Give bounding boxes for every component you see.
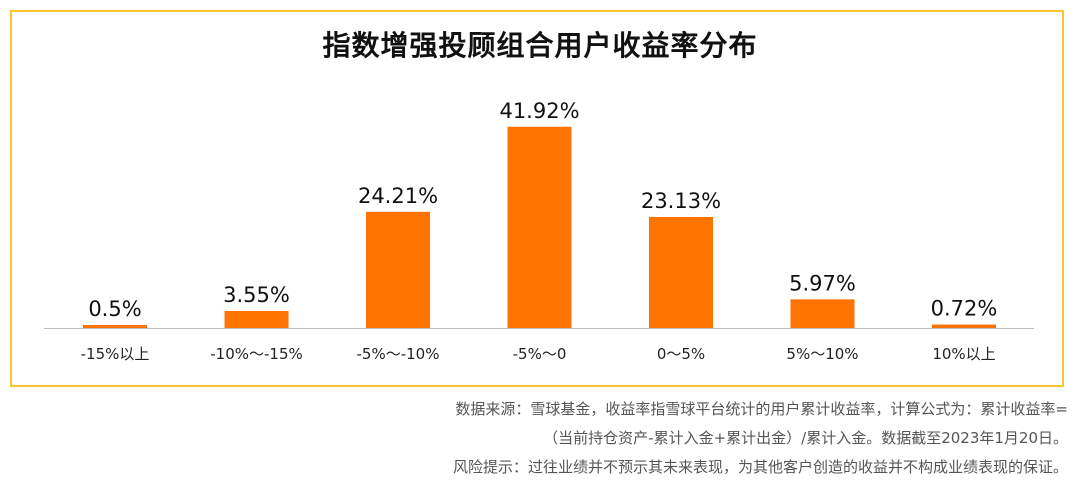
data-label-0: 0.5% [88,297,141,321]
bar-3 [507,126,572,328]
x-tick-label-2: -5%～-10% [357,345,440,363]
x-tick-label-4: 0～5% [657,345,705,363]
bar-5 [790,299,855,328]
bar-1 [224,310,289,328]
x-tick-label-1: -10%～-15% [210,345,303,363]
chart-title: 指数增强投顾组合用户收益率分布 [322,29,758,62]
chart-frame [10,10,1064,387]
data-label-6: 0.72% [931,297,998,321]
formula-note: （当前持仓资产-累计入金+累计出金）/累计入金。数据截至2023年1月20日。 [543,429,1068,447]
bar-6 [932,324,996,328]
data-label-2: 24.21% [358,184,438,208]
x-tick-label-0: -15%以上 [81,345,150,363]
x-tick-label-5: 5%～10% [786,345,858,363]
x-tick-label-3: -5%～0 [513,345,567,363]
data-label-5: 5.97% [789,271,856,295]
data-label-3: 41.92% [499,99,579,123]
source-note: 数据来源：雪球基金，收益率指雪球平台统计的用户累计收益率，计算公式为：累计收益率… [455,400,1068,418]
data-label-1: 3.55% [223,283,290,307]
x-tick-label-6: 10%以上 [932,345,995,363]
risk-disclaimer: 风险提示：过往业绩并不预示其未来表现，为其他客户创造的收益并不构成业绩表现的保证… [452,458,1068,476]
bar-0 [83,325,147,328]
bar-2 [366,211,430,328]
data-label-4: 23.13% [641,189,721,213]
bar-4 [649,216,713,328]
